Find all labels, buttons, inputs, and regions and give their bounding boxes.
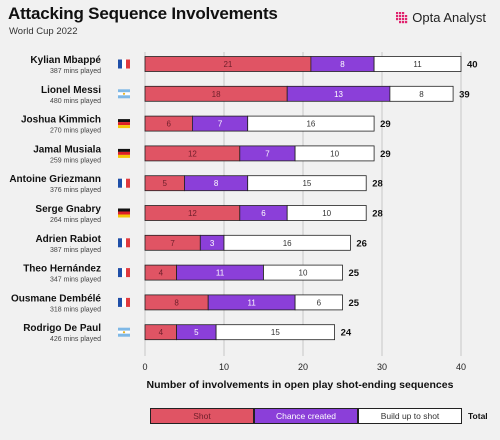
total-label: 28 <box>372 179 383 190</box>
bar-value-label: 3 <box>210 239 215 248</box>
bar-build-up-to-shot <box>373 56 462 72</box>
player-minutes: 347 mins played <box>50 277 101 284</box>
page-title: Attacking Sequence Involvements <box>8 4 278 23</box>
bar-value-label: 7 <box>218 120 223 129</box>
total-label: 40 <box>467 60 478 71</box>
france-flag-icon <box>118 268 130 278</box>
player-name: Rodrigo De Paul <box>23 323 101 334</box>
bar-value-label: 21 <box>223 60 232 69</box>
bar-value-label: 6 <box>166 120 171 129</box>
brand-logo: Opta Analyst <box>395 10 486 25</box>
legend-item-build-up: Build up to shot <box>358 408 462 424</box>
bar-value-label: 13 <box>334 90 343 99</box>
x-tick-label: 10 <box>219 362 229 372</box>
bar-value-label: 6 <box>317 298 322 307</box>
germany-flag-icon <box>118 148 130 158</box>
bar-build-up-to-shot <box>215 324 336 341</box>
brand-name: Opta Analyst <box>412 10 486 25</box>
player-minutes: 480 mins played <box>50 98 101 105</box>
bar-value-label: 18 <box>212 90 221 99</box>
argentina-flag-icon <box>118 89 130 99</box>
bar-value-label: 11 <box>413 60 422 69</box>
bar-value-label: 12 <box>188 209 197 218</box>
total-label: 24 <box>341 328 352 339</box>
bar-value-label: 7 <box>265 149 270 158</box>
bar-value-label: 10 <box>322 209 331 218</box>
bar-build-up-to-shot <box>247 175 367 192</box>
player-minutes: 318 mins played <box>50 306 101 313</box>
bar-value-label: 10 <box>299 269 308 278</box>
bar-value-label: 6 <box>261 209 266 218</box>
total-label: 26 <box>356 238 367 249</box>
bar-build-up-to-shot <box>294 145 375 162</box>
x-tick-label: 0 <box>142 362 147 372</box>
player-name: Adrien Rabiot <box>35 234 101 245</box>
chart-legend: Shot Chance created Build up to shot Tot… <box>150 408 488 424</box>
player-minutes: 259 mins played <box>50 157 101 164</box>
player-name: Antoine Griezmann <box>9 174 101 185</box>
page-subtitle: World Cup 2022 <box>9 26 78 37</box>
player-name: Kylian Mbappé <box>30 55 101 66</box>
player-name: Jamal Musiala <box>33 144 101 155</box>
total-label: 29 <box>380 149 391 160</box>
bar-build-up-to-shot <box>286 205 367 221</box>
bar-value-label: 4 <box>159 269 164 278</box>
player-minutes: 270 mins played <box>50 128 101 135</box>
bar-value-label: 15 <box>302 179 311 188</box>
player-name: Theo Hernández <box>23 264 101 275</box>
bar-value-label: 12 <box>188 149 197 158</box>
bar-build-up-to-shot <box>294 294 343 311</box>
legend-item-chance-created: Chance created <box>254 408 358 424</box>
bar-value-label: 11 <box>216 269 225 278</box>
bar-build-up-to-shot <box>223 234 351 251</box>
bar-build-up-to-shot <box>389 85 454 102</box>
total-label: 29 <box>380 119 391 130</box>
germany-flag-icon <box>118 119 130 129</box>
player-minutes: 387 mins played <box>50 247 101 254</box>
bar-value-label: 16 <box>306 120 315 129</box>
x-axis-label: Number of involvements in open play shot… <box>147 379 454 391</box>
bar-value-label: 8 <box>214 179 219 188</box>
x-tick-label: 20 <box>298 362 308 372</box>
bar-build-up-to-shot <box>247 115 375 132</box>
player-minutes: 426 mins played <box>50 336 101 343</box>
bar-value-label: 16 <box>283 239 292 248</box>
player-name: Lionel Messi <box>41 85 101 96</box>
bar-value-label: 5 <box>163 179 168 188</box>
bar-value-label: 8 <box>174 298 179 307</box>
bar-value-label: 8 <box>340 60 345 69</box>
legend-item-total: Total <box>468 411 488 421</box>
germany-flag-icon <box>118 208 130 218</box>
opta-logo-icon <box>396 11 408 23</box>
bar-value-label: 10 <box>330 149 339 158</box>
bar-value-label: 11 <box>247 298 256 307</box>
player-minutes: 376 mins played <box>50 187 101 194</box>
total-label: 25 <box>349 268 360 279</box>
argentina-flag-icon <box>118 327 130 337</box>
player-name: Ousmane Dembélé <box>11 293 101 304</box>
total-label: 25 <box>349 298 360 309</box>
bar-build-up-to-shot <box>263 264 343 281</box>
bar-value-label: 5 <box>194 328 199 337</box>
bar-value-label: 8 <box>419 90 424 99</box>
france-flag-icon <box>118 178 130 188</box>
player-name: Serge Gnabry <box>35 204 101 215</box>
bar-value-label: 4 <box>159 328 164 337</box>
legend-item-shot: Shot <box>150 408 254 424</box>
player-minutes: 387 mins played <box>50 68 101 75</box>
x-tick-label: 30 <box>377 362 387 372</box>
player-name: Joshua Kimmich <box>21 115 101 126</box>
france-flag-icon <box>118 59 130 69</box>
total-label: 39 <box>459 89 470 100</box>
x-tick-label: 40 <box>456 362 466 372</box>
france-flag-icon <box>118 297 130 307</box>
total-label: 28 <box>372 209 383 220</box>
france-flag-icon <box>118 238 130 248</box>
player-minutes: 264 mins played <box>50 217 101 224</box>
bar-value-label: 15 <box>271 328 280 337</box>
bar-value-label: 7 <box>170 239 175 248</box>
